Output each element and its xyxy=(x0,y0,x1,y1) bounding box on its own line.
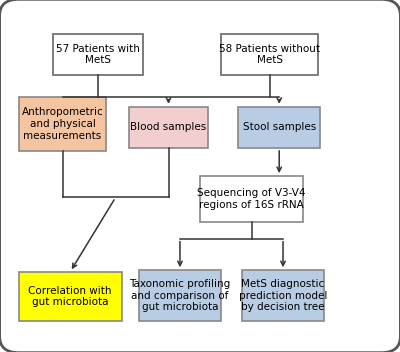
FancyBboxPatch shape xyxy=(53,34,143,75)
FancyBboxPatch shape xyxy=(221,34,318,75)
Text: Taxonomic profiling
and comparison of
gut microbiota: Taxonomic profiling and comparison of gu… xyxy=(129,279,230,312)
Text: Blood samples: Blood samples xyxy=(130,122,207,132)
Text: Sequencing of V3-V4
regions of 16S rRNA: Sequencing of V3-V4 regions of 16S rRNA xyxy=(197,188,306,210)
FancyBboxPatch shape xyxy=(238,107,320,148)
FancyBboxPatch shape xyxy=(19,272,122,321)
FancyBboxPatch shape xyxy=(129,107,208,148)
Text: Correlation with
gut microbiota: Correlation with gut microbiota xyxy=(28,286,112,307)
Text: MetS diagnostic
prediction model
by decision tree: MetS diagnostic prediction model by deci… xyxy=(239,279,327,312)
Text: Stool samples: Stool samples xyxy=(242,122,316,132)
FancyBboxPatch shape xyxy=(200,176,303,222)
FancyBboxPatch shape xyxy=(19,97,106,151)
Text: Anthropometric
and physical
measurements: Anthropometric and physical measurements xyxy=(22,107,104,140)
FancyBboxPatch shape xyxy=(242,270,324,321)
Text: 57 Patients with
MetS: 57 Patients with MetS xyxy=(56,44,140,65)
Text: 58 Patients without
MetS: 58 Patients without MetS xyxy=(219,44,320,65)
FancyBboxPatch shape xyxy=(139,270,221,321)
